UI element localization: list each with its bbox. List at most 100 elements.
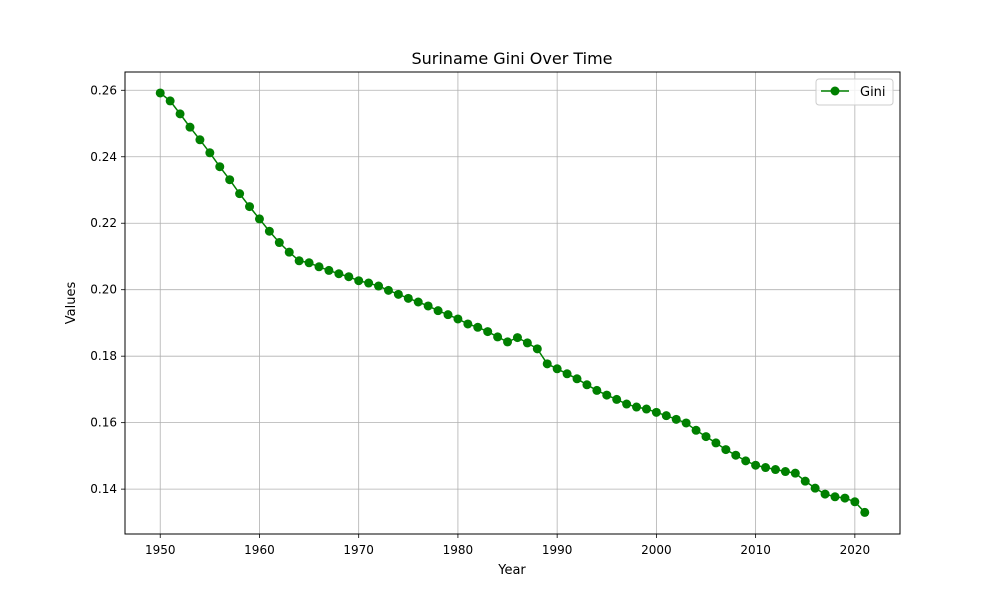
y-tick-label: 0.16 [90,416,117,430]
data-point [374,281,384,291]
data-point [572,374,582,384]
legend-box [815,78,894,106]
data-point [840,493,850,503]
x-tick-label: 2000 [641,543,672,557]
x-tick-label: 2020 [840,543,871,557]
data-point [413,297,423,307]
data-point [830,492,840,502]
data-point [780,467,790,477]
x-tick-label: 1980 [443,543,474,557]
data-point [185,122,195,132]
grid-lines [125,72,900,534]
legend-marker-swatch [830,86,840,96]
y-tick-label: 0.22 [90,216,117,230]
data-point [661,411,671,421]
data-point [711,438,721,448]
data-point [334,269,344,279]
y-tick-label: 0.14 [90,482,117,496]
data-point [503,337,513,347]
data-point [215,162,225,172]
data-point [512,333,522,343]
data-point [393,289,403,299]
data-point [274,238,284,248]
data-point [354,276,364,286]
data-point [324,265,334,275]
data-point [651,407,661,417]
data-point [383,285,393,295]
data-point [761,463,771,473]
data-point [612,394,622,404]
data-point [602,390,612,400]
data-point [205,148,215,158]
data-point [225,175,235,185]
series-line-gini [159,92,866,513]
data-point [701,432,711,442]
data-point [770,465,780,475]
data-point [800,476,810,486]
data-point [820,489,830,499]
y-axis: 0.14 0.16 0.18 0.20 0.22 0.24 0.26 [90,83,125,496]
data-point [264,226,274,236]
data-point [245,202,255,212]
data-point [155,88,165,98]
data-point [423,301,433,311]
data-point [314,262,324,272]
data-point [493,332,503,342]
legend-label-gini: Gini [860,85,886,100]
data-point [165,96,175,106]
data-point [284,247,294,257]
data-point [473,322,483,332]
data-point [622,399,632,409]
data-point [532,344,542,354]
data-point [790,468,800,478]
y-axis-label: Values [64,282,79,325]
data-point [294,256,304,266]
data-point [860,507,870,517]
data-point [344,272,354,282]
data-point [175,109,185,119]
data-point [195,135,205,145]
x-tick-label: 1950 [145,543,176,557]
data-point [235,189,245,199]
y-tick-label: 0.20 [90,283,117,297]
y-tick-label: 0.18 [90,349,117,363]
data-point [671,414,681,424]
x-tick-label: 1960 [244,543,275,557]
data-point [751,460,761,470]
data-point [254,214,264,224]
data-point [741,456,751,466]
y-tick-label: 0.24 [90,150,117,164]
data-point [632,402,642,412]
data-point [463,319,473,329]
data-point [304,258,314,268]
y-tick-label: 0.26 [90,83,117,97]
data-point [721,445,731,455]
data-point [552,364,562,374]
x-axis: 1950 1960 1970 1980 1990 2000 2010 2020 [145,534,870,557]
x-tick-label: 2010 [740,543,771,557]
data-point [483,327,493,337]
x-axis-label: Year [497,563,526,578]
data-point [641,404,651,414]
data-point [681,418,691,428]
chart-title: Suriname Gini Over Time [411,49,612,68]
data-point [433,306,443,316]
data-point [453,314,463,324]
data-point [850,497,860,507]
data-point [443,310,453,320]
data-point [364,278,374,288]
x-tick-label: 1990 [542,543,573,557]
data-point [731,450,741,460]
data-point [403,293,413,303]
data-point [592,385,602,395]
data-point [582,380,592,390]
series-layer [155,88,870,517]
x-tick-label: 1970 [343,543,374,557]
data-point [691,425,701,435]
data-point [542,359,552,369]
data-point [810,483,820,493]
data-point [522,338,532,348]
legend: Gini [815,78,894,106]
data-point [562,369,572,379]
